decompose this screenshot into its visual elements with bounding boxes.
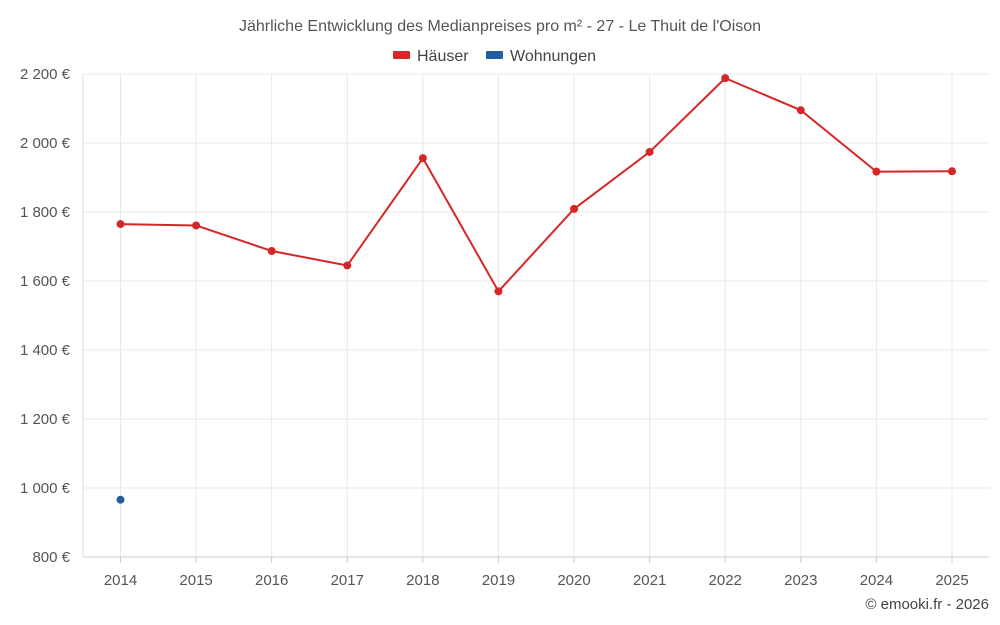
data-point-haeuser xyxy=(192,221,201,230)
data-point-haeuser xyxy=(645,147,654,156)
y-tick-label: 1 600 € xyxy=(20,273,71,290)
legend-item-haeuser[interactable]: Häuser xyxy=(393,48,469,65)
legend: Häuser Wohnungen xyxy=(393,48,596,65)
data-point-haeuser xyxy=(721,74,730,83)
chart-title: Jährliche Entwicklung des Medianpreises … xyxy=(239,18,761,35)
data-point-haeuser xyxy=(494,287,503,296)
x-tick-label: 2024 xyxy=(860,572,893,589)
data-point-haeuser xyxy=(267,246,276,255)
x-tick-label: 2018 xyxy=(406,572,439,589)
data-point-haeuser xyxy=(418,154,427,163)
grid xyxy=(83,73,989,558)
data-point-haeuser xyxy=(570,204,579,213)
legend-swatch-wohnungen xyxy=(486,51,503,59)
y-tick-label: 2 200 € xyxy=(20,66,71,83)
x-tick-label: 2015 xyxy=(179,572,212,589)
y-tick-label: 1 400 € xyxy=(20,342,71,359)
data-point-haeuser xyxy=(116,220,125,229)
x-tick-label: 2020 xyxy=(557,572,590,589)
series-line-haeuser xyxy=(120,77,953,293)
legend-label-haeuser: Häuser xyxy=(417,48,469,65)
data-point-haeuser xyxy=(948,167,956,176)
data-point-haeuser xyxy=(343,261,352,270)
legend-label-wohnungen: Wohnungen xyxy=(510,48,596,65)
legend-item-wohnungen[interactable]: Wohnungen xyxy=(486,48,596,65)
y-tick-label: 2 000 € xyxy=(20,135,71,152)
credit-text: © emooki.fr - 2026 xyxy=(865,596,989,613)
x-tick-label: 2025 xyxy=(935,572,968,589)
x-tick-label: 2019 xyxy=(482,572,515,589)
x-tick-label: 2022 xyxy=(709,572,742,589)
x-tick-label: 2017 xyxy=(331,572,364,589)
legend-swatch-haeuser xyxy=(393,51,410,59)
axes: 800 € 1 000 € 1 200 € 1 400 € 1 600 € 1 800 €… xyxy=(20,66,989,589)
data-point-wohnungen xyxy=(116,495,125,504)
x-tick-label: 2014 xyxy=(104,572,137,589)
data-point-haeuser xyxy=(796,106,805,115)
y-tick-label: 1 000 € xyxy=(20,480,71,497)
y-tick-label: 800 € xyxy=(32,549,70,566)
x-tick-label: 2023 xyxy=(784,572,817,589)
series xyxy=(116,74,956,504)
data-point-haeuser xyxy=(872,167,881,176)
y-tick-label: 1 800 € xyxy=(20,204,71,221)
x-tick-label: 2016 xyxy=(255,572,288,589)
x-tick-label: 2021 xyxy=(633,572,666,589)
y-tick-label: 1 200 € xyxy=(20,411,71,428)
